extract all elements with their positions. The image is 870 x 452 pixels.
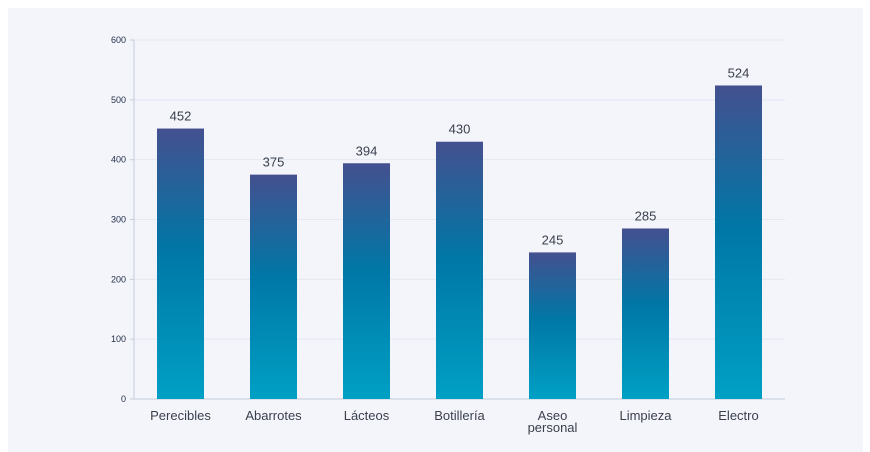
- x-tick-label-line: personal: [528, 420, 578, 435]
- x-tick-label: Abarrotes: [245, 408, 302, 423]
- data-label: 430: [449, 122, 471, 137]
- data-label: 524: [728, 65, 750, 80]
- y-tick-label: 200: [111, 274, 126, 284]
- y-axis-tick-labels: 0 100 200 300 400 500 600: [111, 35, 126, 404]
- data-labels: 452 375 394 430 245 285 524: [170, 65, 750, 247]
- y-tick-label: 0: [121, 394, 126, 404]
- bars: [157, 85, 762, 400]
- data-label: 452: [170, 109, 192, 124]
- x-axis-tick-labels: Perecibles Abarrotes Lácteos Botillería Aseo…: [150, 408, 759, 435]
- x-tick-label: Electro: [718, 408, 758, 423]
- bar-abarrotes: [250, 174, 297, 399]
- bar-electro: [715, 85, 762, 400]
- bar-botillería: [436, 141, 483, 399]
- data-label: 394: [356, 143, 378, 158]
- x-tick-label: Lácteos: [344, 408, 390, 423]
- chart-panel: 452 375 394 430 245 285 524 Perecibles Abarrote…: [8, 8, 863, 452]
- bar-aseo-personal: [529, 252, 576, 399]
- x-tick-label-line: Lácteos: [344, 408, 390, 423]
- y-tick-label: 300: [111, 215, 126, 225]
- x-tick-label-line: Abarrotes: [245, 408, 302, 423]
- y-tick-label: 500: [111, 95, 126, 105]
- data-label: 245: [542, 232, 564, 247]
- x-tick-label-line: Aseo: [538, 408, 568, 423]
- x-tick-label-line: Electro: [718, 408, 758, 423]
- x-tick-label: Perecibles: [150, 408, 211, 423]
- bar-lácteos: [343, 163, 390, 399]
- bar-chart: 452 375 394 430 245 285 524 Perecibles Abarrote…: [111, 35, 785, 435]
- data-label: 285: [635, 208, 657, 223]
- y-tick-label: 600: [111, 35, 126, 45]
- y-tick-label: 100: [111, 334, 126, 344]
- x-tick-label-line: Perecibles: [150, 408, 211, 423]
- x-tick-label-line: Limpieza: [619, 408, 672, 423]
- x-tick-label: Limpieza: [619, 408, 672, 423]
- x-tick-label: Botillería: [434, 408, 485, 423]
- bar-limpieza: [622, 228, 669, 399]
- data-label: 375: [263, 155, 285, 170]
- y-tick-label: 400: [111, 155, 126, 165]
- x-tick-label-line: Botillería: [434, 408, 485, 423]
- x-tick-label: Aseo personal: [528, 408, 578, 435]
- bar-perecibles: [157, 128, 204, 399]
